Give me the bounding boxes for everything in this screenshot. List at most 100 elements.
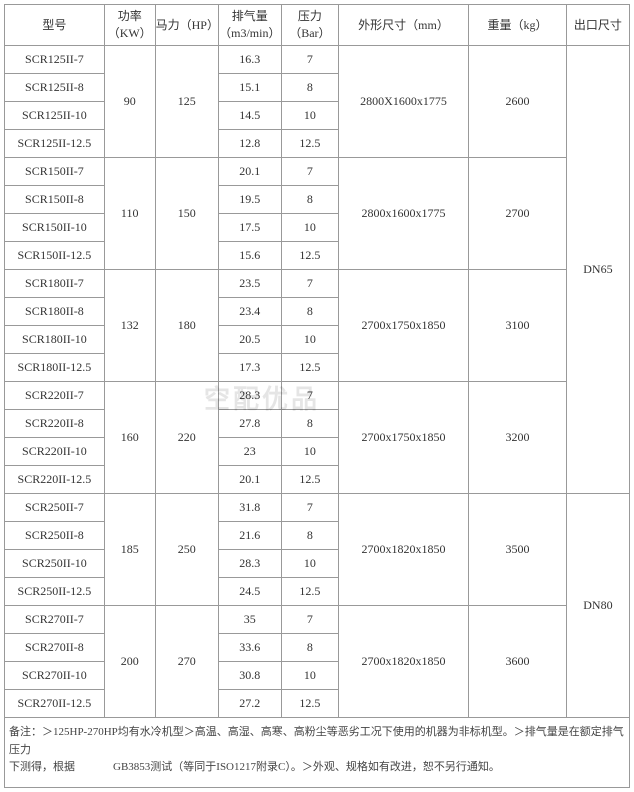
col-header-bar: 压力（Bar） xyxy=(281,5,338,46)
cell-model: SCR150II-10 xyxy=(5,214,105,242)
cell-hp: 150 xyxy=(155,158,218,270)
cell-air: 27.2 xyxy=(218,690,281,718)
spec-table-body: SCR125II-79012516.372800X1600x17752600DN… xyxy=(5,46,630,718)
cell-bar: 7 xyxy=(281,46,338,74)
cell-model: SCR180II-7 xyxy=(5,270,105,298)
cell-hp: 125 xyxy=(155,46,218,158)
cell-bar: 8 xyxy=(281,74,338,102)
cell-air: 20.1 xyxy=(218,158,281,186)
cell-air: 15.1 xyxy=(218,74,281,102)
cell-model: SCR270II-8 xyxy=(5,634,105,662)
cell-kw: 110 xyxy=(104,158,155,270)
cell-air: 17.3 xyxy=(218,354,281,382)
table-row: SCR270II-72002703572700x1820x18503600 xyxy=(5,606,630,634)
cell-bar: 12.5 xyxy=(281,690,338,718)
cell-bar: 8 xyxy=(281,186,338,214)
table-row: SCR250II-718525031.872700x1820x18503500D… xyxy=(5,494,630,522)
cell-air: 17.5 xyxy=(218,214,281,242)
table-row: SCR180II-713218023.572700x1750x18503100 xyxy=(5,270,630,298)
cell-bar: 8 xyxy=(281,298,338,326)
cell-bar: 12.5 xyxy=(281,466,338,494)
cell-hp: 220 xyxy=(155,382,218,494)
cell-dim: 2700x1820x1850 xyxy=(338,494,468,606)
page-root: 空配优品 型号 功率（KW） 马力（HP） 排气量（m3/min） 压力（Bar… xyxy=(4,4,630,788)
col-header-hp: 马力（HP） xyxy=(155,5,218,46)
cell-model: SCR150II-7 xyxy=(5,158,105,186)
cell-air: 23 xyxy=(218,438,281,466)
cell-outlet: DN80 xyxy=(566,494,629,718)
cell-bar: 8 xyxy=(281,522,338,550)
cell-dim: 2700x1750x1850 xyxy=(338,382,468,494)
cell-wt: 3100 xyxy=(469,270,567,382)
cell-model: SCR150II-8 xyxy=(5,186,105,214)
cell-air: 20.5 xyxy=(218,326,281,354)
footnote-line2b: GB3853测试（等同于ISO1217附录C）。＞外观、规格如有改进，恕不另行通… xyxy=(113,761,500,773)
cell-air: 28.3 xyxy=(218,382,281,410)
cell-air: 23.4 xyxy=(218,298,281,326)
cell-air: 27.8 xyxy=(218,410,281,438)
cell-model: SCR220II-12.5 xyxy=(5,466,105,494)
cell-bar: 12.5 xyxy=(281,578,338,606)
col-header-air: 排气量（m3/min） xyxy=(218,5,281,46)
cell-air: 30.8 xyxy=(218,662,281,690)
cell-bar: 10 xyxy=(281,550,338,578)
cell-air: 14.5 xyxy=(218,102,281,130)
footnote-prefix: 备注： xyxy=(9,726,42,738)
cell-air: 16.3 xyxy=(218,46,281,74)
cell-model: SCR270II-12.5 xyxy=(5,690,105,718)
cell-model: SCR125II-8 xyxy=(5,74,105,102)
cell-dim: 2800X1600x1775 xyxy=(338,46,468,158)
cell-wt: 3200 xyxy=(469,382,567,494)
footnote: 备注：＞125HP-270HP均有水冷机型＞高温、高湿、高寒、高粉尘等恶劣工况下… xyxy=(4,718,630,788)
cell-model: SCR270II-10 xyxy=(5,662,105,690)
col-header-dim: 外形尺寸（mm） xyxy=(338,5,468,46)
cell-model: SCR250II-7 xyxy=(5,494,105,522)
cell-air: 31.8 xyxy=(218,494,281,522)
footnote-line2a: 下测得，根据 xyxy=(9,761,75,773)
cell-wt: 3500 xyxy=(469,494,567,606)
cell-air: 12.8 xyxy=(218,130,281,158)
cell-bar: 10 xyxy=(281,102,338,130)
cell-bar: 8 xyxy=(281,410,338,438)
cell-kw: 185 xyxy=(104,494,155,606)
cell-model: SCR220II-7 xyxy=(5,382,105,410)
cell-model: SCR220II-10 xyxy=(5,438,105,466)
cell-model: SCR220II-8 xyxy=(5,410,105,438)
cell-model: SCR270II-7 xyxy=(5,606,105,634)
cell-model: SCR125II-12.5 xyxy=(5,130,105,158)
cell-hp: 250 xyxy=(155,494,218,606)
cell-model: SCR125II-10 xyxy=(5,102,105,130)
cell-bar: 12.5 xyxy=(281,130,338,158)
cell-wt: 2700 xyxy=(469,158,567,270)
cell-kw: 160 xyxy=(104,382,155,494)
cell-model: SCR150II-12.5 xyxy=(5,242,105,270)
cell-bar: 7 xyxy=(281,494,338,522)
cell-model: SCR180II-8 xyxy=(5,298,105,326)
cell-model: SCR180II-12.5 xyxy=(5,354,105,382)
cell-outlet: DN65 xyxy=(566,46,629,494)
table-row: SCR125II-79012516.372800X1600x17752600DN… xyxy=(5,46,630,74)
table-row: SCR220II-716022028.372700x1750x18503200 xyxy=(5,382,630,410)
cell-model: SCR250II-8 xyxy=(5,522,105,550)
cell-model: SCR250II-10 xyxy=(5,550,105,578)
cell-wt: 3600 xyxy=(469,606,567,718)
cell-air: 21.6 xyxy=(218,522,281,550)
cell-hp: 270 xyxy=(155,606,218,718)
cell-dim: 2700x1750x1850 xyxy=(338,270,468,382)
footnote-line1: ＞125HP-270HP均有水冷机型＞高温、高湿、高寒、高粉尘等恶劣工况下使用的… xyxy=(9,726,624,756)
cell-air: 24.5 xyxy=(218,578,281,606)
cell-air: 28.3 xyxy=(218,550,281,578)
cell-bar: 10 xyxy=(281,214,338,242)
cell-air: 33.6 xyxy=(218,634,281,662)
cell-kw: 90 xyxy=(104,46,155,158)
cell-hp: 180 xyxy=(155,270,218,382)
cell-bar: 8 xyxy=(281,634,338,662)
cell-bar: 7 xyxy=(281,382,338,410)
cell-bar: 12.5 xyxy=(281,354,338,382)
cell-model: SCR125II-7 xyxy=(5,46,105,74)
cell-air: 35 xyxy=(218,606,281,634)
cell-bar: 10 xyxy=(281,326,338,354)
cell-kw: 132 xyxy=(104,270,155,382)
cell-bar: 7 xyxy=(281,158,338,186)
cell-bar: 7 xyxy=(281,606,338,634)
